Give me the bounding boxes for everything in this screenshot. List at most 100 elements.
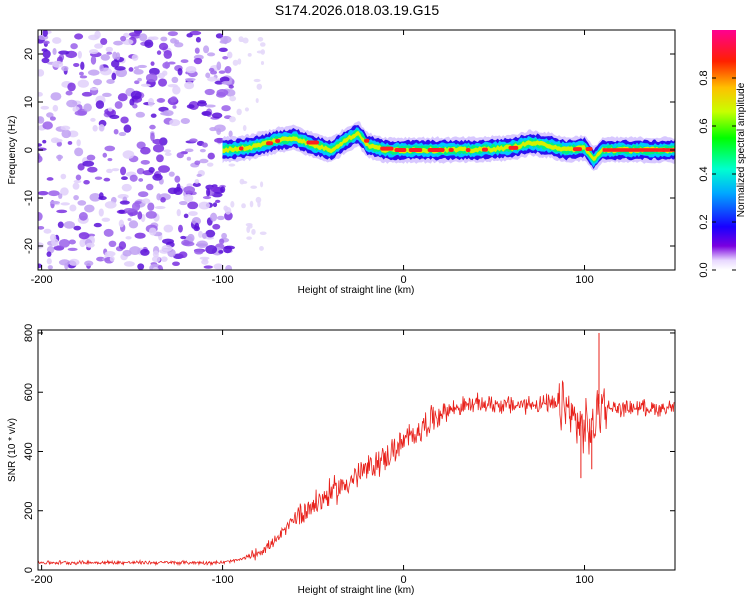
noise-blob [102,92,112,98]
noise-blob [187,201,199,210]
snr-ytick-label: 600 [23,383,35,401]
noise-blob [57,154,62,162]
noise-blob [159,137,168,146]
noise-blob [104,201,117,209]
noise-blob [163,149,172,153]
noise-blob [148,166,155,173]
noise-blob [101,217,111,222]
noise-blob [68,258,80,266]
noise-blob [120,116,129,124]
noise-blob [112,51,118,60]
noise-blob [219,40,228,44]
noise-blob [118,241,127,250]
noise-blob [157,72,166,79]
noise-blob [215,199,221,203]
noise-blob [222,56,229,60]
noise-blob [218,47,228,53]
noise-blob [98,124,105,132]
colorbar-tick-label: 0.2 [698,214,710,229]
noise-blob [38,143,43,147]
noise-blob [242,37,249,44]
noise-blob [171,76,179,84]
noise-blob [58,259,71,266]
noise-blob [109,256,115,262]
noise-blob [58,239,70,248]
snr-series-line [38,379,675,567]
noise-blob [42,121,53,130]
noise-blob [178,224,183,233]
noise-blob [186,104,195,109]
noise-blob [216,61,222,71]
noise-blob [134,80,140,85]
noise-blob [131,202,141,212]
noise-blob [194,160,201,166]
noise-blob [255,98,259,104]
noise-blob [42,49,51,59]
noise-blob [128,220,139,229]
figure-title: S174.2026.018.03.19.G15 [275,2,439,18]
snr-ytick-label: 800 [23,324,35,342]
noise-blob [54,138,63,143]
noise-blob [70,43,78,50]
noise-blob [61,65,69,72]
noise-blob [184,81,195,90]
colorbar: 0.0 0.2 0.4 0.6 0.8 Normalized spectral ampl… [698,30,747,278]
noise-blob [41,57,50,64]
noise-blob [94,30,101,39]
noise-blob [260,181,264,188]
noise-blob [92,124,98,132]
noise-blob [38,190,49,196]
noise-blob [87,69,100,76]
noise-blob [193,57,203,65]
noise-blob [60,173,67,180]
noise-blob [163,50,172,59]
noise-blob [184,148,194,153]
noise-blob [100,38,108,46]
noise-blob [98,192,104,200]
noise-blob [236,108,242,116]
noise-blob [118,132,127,137]
noise-blob [245,223,253,227]
noise-blob [129,98,135,106]
noise-blob [38,225,45,230]
noise-blob [105,46,113,53]
noise-blob [152,250,159,258]
noise-blob [242,125,247,132]
noise-blob [202,257,208,262]
colorbar-tick-label: 0.6 [698,118,710,133]
noise-blob [204,104,216,108]
noise-blob [202,195,212,200]
spectrogram-xtick-label: 100 [575,274,593,286]
noise-blob [156,50,162,55]
noise-blob [178,200,188,206]
noise-blob [99,64,104,72]
noise-blob [56,209,68,214]
noise-blob [104,145,116,152]
noise-blob [203,265,213,269]
noise-blob [228,84,234,89]
noise-blob [186,183,193,187]
noise-blob [249,200,254,208]
noise-blob [204,88,215,96]
noise-blob [114,101,123,109]
noise-blob [46,112,54,118]
spectrogram-ytick-label: -10 [23,190,35,206]
noise-blob [77,79,89,88]
noise-blob [145,210,157,219]
noise-blob [176,209,181,217]
trace-peak [306,140,320,145]
noise-blob [221,232,227,240]
noise-blob [50,92,62,101]
noise-blob [144,39,154,48]
noise-blob [137,191,149,198]
noise-blob [73,62,80,67]
noise-blob [157,264,164,270]
noise-blob [135,111,146,118]
noise-blob [92,78,103,86]
noise-blob [216,128,222,135]
noise-blob [180,59,189,64]
noise-blob [52,48,57,55]
noise-blob [206,188,211,197]
noise-blob [150,113,157,118]
